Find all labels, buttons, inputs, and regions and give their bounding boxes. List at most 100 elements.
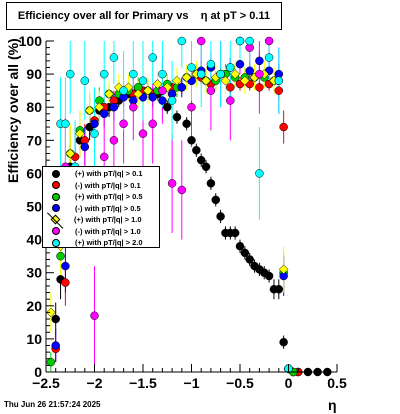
data-point	[245, 36, 254, 46]
data-markers	[45, 36, 332, 377]
data-point	[142, 85, 153, 96]
data-point	[274, 86, 284, 95]
data-point	[201, 162, 211, 172]
data-point	[177, 185, 187, 195]
data-point	[226, 83, 235, 92]
legend: (+) with pT/|q| > 0.1 (-) with pT/|q| > 0…	[42, 166, 160, 248]
data-point	[230, 228, 240, 238]
x-tick-label: −0.5	[226, 375, 254, 391]
data-point	[109, 53, 119, 62]
legend-label: (+) with pT/|q| > 0.5	[75, 192, 143, 201]
data-point	[129, 69, 138, 79]
data-point	[235, 36, 245, 46]
data-point	[239, 75, 250, 86]
data-point	[206, 59, 216, 69]
y-tick-label: 80	[26, 99, 42, 115]
timestamp: Thu Jun 26 21:57:24 2025	[4, 400, 101, 409]
data-point	[220, 75, 231, 86]
data-point	[51, 341, 60, 350]
data-point	[187, 102, 196, 112]
x-axis-label: η	[328, 397, 337, 413]
data-point	[90, 129, 99, 138]
data-point	[264, 271, 274, 281]
data-point	[226, 63, 235, 72]
legend-marker	[45, 169, 67, 178]
data-point	[99, 69, 109, 79]
y-tick-label: 90	[26, 66, 42, 82]
data-point	[90, 119, 99, 128]
data-point	[226, 96, 235, 105]
data-point	[148, 53, 157, 62]
data-point	[61, 119, 70, 128]
data-point	[94, 102, 105, 113]
legend-marker	[45, 238, 67, 247]
data-point	[133, 89, 144, 99]
data-point	[148, 93, 157, 102]
y-axis-label: Efficiency over all (%)	[5, 38, 21, 183]
data-point	[56, 251, 65, 261]
data-point	[66, 69, 75, 79]
legend-label: (+) with pT/|q| > 0.1	[75, 169, 143, 178]
data-point	[182, 119, 191, 128]
data-point	[279, 122, 288, 132]
chart-title: Efficiency over all for Primary vs η at …	[17, 10, 271, 22]
data-point	[274, 76, 284, 85]
data-point	[279, 337, 288, 347]
data-point	[45, 307, 56, 318]
y-tick-label: 0	[34, 364, 42, 380]
legend-entry: (+) with pT/|q| > 0.1	[43, 168, 161, 179]
data-point	[177, 36, 187, 46]
data-point	[196, 69, 206, 79]
x-tick-label: −1	[184, 375, 200, 391]
data-point	[235, 59, 245, 69]
data-point	[245, 255, 254, 264]
data-point	[99, 152, 109, 162]
data-point	[158, 69, 167, 79]
data-point	[192, 145, 201, 155]
data-point	[230, 69, 241, 79]
data-point	[51, 314, 60, 324]
data-point	[235, 241, 245, 251]
data-point	[119, 86, 128, 95]
chart-title-box: Efficiency over all for Primary vs η at …	[6, 2, 282, 30]
data-point	[278, 264, 289, 275]
data-point	[201, 75, 211, 86]
y-tick-label: 30	[26, 265, 42, 281]
data-point	[80, 76, 90, 85]
data-point	[163, 102, 172, 112]
legend-marker	[45, 227, 67, 235]
data-point	[104, 89, 114, 99]
legend-marker	[45, 204, 67, 212]
data-point	[109, 136, 119, 145]
data-point	[187, 136, 196, 145]
data-point	[196, 36, 206, 46]
data-point	[240, 248, 250, 258]
legend-entry: (-) with pT/|q| > 0.1	[43, 180, 161, 191]
x-tick-label: 0.5	[327, 375, 347, 391]
y-tick-label: 10	[26, 331, 42, 347]
legend-entry: (+) with pT/|q| > 1.0	[43, 214, 161, 225]
y-tick-label: 20	[26, 298, 42, 314]
legend-label: (-) with pT/|q| > 0.1	[75, 180, 141, 190]
data-point	[167, 179, 177, 188]
data-point	[196, 155, 206, 165]
y-tick-label: 70	[26, 132, 42, 148]
legend-marker	[45, 192, 67, 201]
data-point	[167, 96, 177, 105]
data-point	[216, 212, 225, 221]
legend-label: (-) with pT/|q| > 0.5	[75, 203, 141, 213]
data-point	[80, 142, 90, 152]
x-tick-label: −2	[87, 375, 103, 391]
legend-entry: (-) with pT/|q| > 0.5	[43, 203, 161, 214]
legend-entry: (+) with pT/|q| > 2.0	[43, 237, 161, 248]
data-point	[109, 102, 119, 112]
data-point	[255, 83, 264, 92]
data-point	[65, 148, 76, 159]
data-point	[148, 119, 157, 128]
data-point	[216, 69, 225, 79]
x-tick-label: −2.5	[32, 375, 60, 391]
data-point	[84, 105, 95, 116]
data-point	[75, 128, 85, 139]
data-point	[172, 112, 182, 122]
data-point	[172, 75, 182, 86]
